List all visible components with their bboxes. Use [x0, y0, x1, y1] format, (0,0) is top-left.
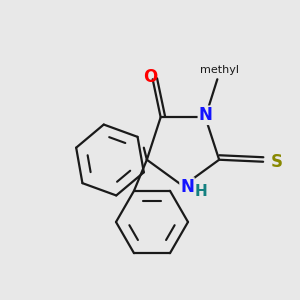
Text: N: N [198, 106, 212, 124]
Text: methyl: methyl [200, 65, 239, 75]
Text: O: O [143, 68, 158, 86]
Text: N: N [180, 178, 194, 196]
Text: S: S [271, 153, 283, 171]
Text: H: H [195, 184, 207, 199]
